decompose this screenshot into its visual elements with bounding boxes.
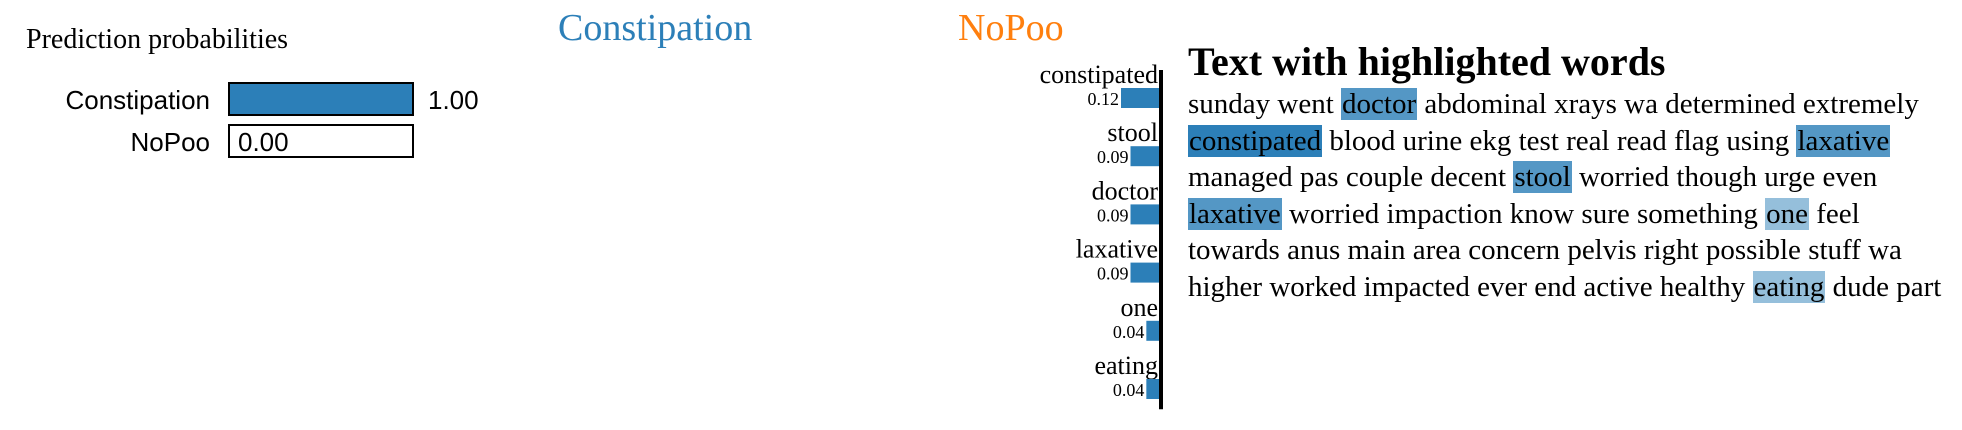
- feature-weight-bar: [1146, 379, 1159, 399]
- prob-bar-fill: [230, 84, 412, 114]
- text-word: xrays: [1554, 88, 1617, 120]
- highlighted-word: stool: [1513, 161, 1572, 193]
- text-word: determined: [1665, 88, 1796, 120]
- text-word: worried: [1578, 161, 1670, 193]
- text-word: feel: [1816, 197, 1860, 230]
- text-word: real: [1566, 124, 1610, 157]
- text-word: pas: [1299, 161, 1339, 193]
- text-word: something: [1637, 197, 1758, 230]
- text-word: know: [1509, 197, 1575, 230]
- highlighted-word: constipated: [1188, 124, 1323, 157]
- feature-weight-value: 0.09: [1097, 147, 1129, 167]
- feature-label: constipated: [1040, 60, 1158, 89]
- prob-label: NoPoo: [130, 127, 211, 157]
- text-word: worked: [1269, 270, 1357, 303]
- text-word: dude: [1832, 270, 1889, 303]
- text-word: test: [1518, 124, 1559, 157]
- prob-bar-frame: 0.00: [228, 124, 414, 158]
- prob-row-nopoo: NoPoo 0.00: [0, 124, 560, 160]
- text-word: though: [1676, 161, 1757, 193]
- text-word: main: [1347, 234, 1406, 266]
- feature-weight-value: 0.09: [1097, 264, 1129, 284]
- prob-bar-frame: [228, 82, 414, 116]
- text-word: managed: [1188, 161, 1293, 193]
- text-word: right: [1643, 234, 1699, 266]
- highlighted-word: laxative: [1188, 197, 1282, 230]
- text-word: stuff: [1808, 234, 1861, 266]
- prob-row-constipation: Constipation 1.00: [0, 82, 560, 118]
- highlighted-word: laxative: [1796, 124, 1891, 157]
- highlighted-text-panel: Text with highlighted words sunday went …: [1188, 40, 1948, 430]
- highlighted-word: doctor: [1341, 88, 1418, 120]
- prob-value: 0.00: [238, 127, 289, 157]
- feature-label: laxative: [1076, 235, 1158, 264]
- text-word: healthy: [1659, 270, 1746, 303]
- prediction-probabilities-panel: Prediction probabilities Constipation 1.…: [0, 0, 560, 200]
- highlighted-text-body: sunday went doctor abdominal xrays wa de…: [1188, 86, 1948, 305]
- feature-weight-value: 0.04: [1113, 380, 1145, 400]
- feature-weight-value: 0.09: [1097, 205, 1129, 225]
- text-word: couple: [1345, 161, 1424, 193]
- text-word: higher: [1188, 270, 1263, 303]
- text-word: area: [1412, 234, 1462, 266]
- feature-weight-bar: [1130, 262, 1159, 283]
- text-word: possible: [1705, 234, 1801, 266]
- prediction-probabilities-title: Prediction probabilities: [26, 24, 289, 55]
- text-word: even: [1822, 161, 1878, 193]
- feature-weights-panel: Constipation NoPoo constipated 0.12 stool 0…: [540, 0, 1163, 430]
- prob-value: 1.00: [428, 85, 479, 115]
- text-word: worried: [1289, 197, 1380, 230]
- feature-label: doctor: [1092, 176, 1159, 205]
- text-word: wa: [1624, 88, 1658, 120]
- highlighted-text-title: Text with highlighted words: [1188, 39, 1666, 84]
- highlighted-word: eating: [1752, 270, 1826, 303]
- text-word: pelvis: [1567, 234, 1637, 266]
- feature-label: eating: [1094, 351, 1158, 380]
- text-word: ever: [1477, 270, 1528, 303]
- feature-weight-value: 0.12: [1088, 89, 1120, 109]
- feature-weights-chart: constipated0.12stool0.09doctor0.09laxati…: [1040, 60, 1163, 410]
- text-word: decent: [1430, 161, 1507, 193]
- text-word: using: [1726, 124, 1790, 157]
- text-word: end: [1534, 270, 1577, 303]
- text-word: ekg: [1469, 124, 1512, 157]
- text-word: wa: [1868, 234, 1902, 266]
- text-word: urge: [1764, 161, 1816, 193]
- feature-weight-bar: [1130, 146, 1159, 167]
- text-word: concern: [1468, 234, 1561, 266]
- highlighted-word: one: [1765, 197, 1809, 230]
- feature-label: stool: [1107, 118, 1158, 147]
- text-word: part: [1896, 270, 1942, 303]
- text-word: impaction: [1386, 197, 1503, 230]
- feature-weight-bar: [1130, 204, 1159, 225]
- text-word: sunday: [1188, 88, 1271, 120]
- text-word: abdominal: [1424, 88, 1547, 120]
- text-word: urine: [1402, 124, 1463, 157]
- text-word: went: [1277, 88, 1334, 120]
- text-word: extremely: [1802, 88, 1919, 120]
- text-word: impacted: [1363, 270, 1470, 303]
- class-title-constipation: Constipation: [558, 7, 753, 49]
- feature-weight-bar: [1121, 88, 1159, 108]
- text-word: sure: [1581, 197, 1630, 230]
- feature-weight-value: 0.04: [1113, 322, 1145, 342]
- text-word: blood: [1329, 124, 1396, 157]
- class-title-nopoo: NoPoo: [958, 7, 1064, 49]
- text-word: read: [1616, 124, 1667, 157]
- text-word: towards: [1188, 234, 1280, 266]
- text-word: anus: [1287, 234, 1341, 266]
- feature-label: one: [1120, 293, 1158, 322]
- text-word: active: [1583, 270, 1653, 303]
- feature-weight-bar: [1146, 320, 1159, 341]
- text-word: flag: [1674, 124, 1720, 157]
- prob-label: Constipation: [65, 85, 210, 115]
